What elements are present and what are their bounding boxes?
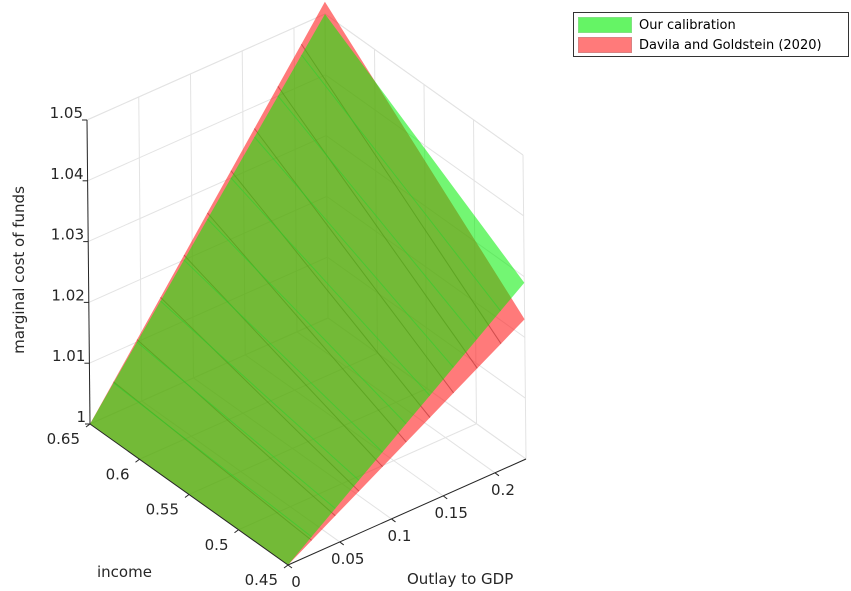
x-tick-label: 0.15: [435, 504, 468, 522]
x-axis-label: Outlay to GDP: [407, 570, 513, 588]
surface-our-calibration: [90, 14, 525, 565]
y-tick-mark: [135, 458, 140, 463]
y-tick-label: 0.65: [47, 430, 80, 448]
mesh-line: [207, 218, 407, 425]
x-tick-mark: [391, 518, 396, 523]
grid-line: [522, 154, 527, 460]
mesh-line: [301, 54, 501, 312]
x-tick-mark: [339, 541, 345, 546]
z-tick-label: 1.05: [50, 104, 83, 122]
mesh-line: [277, 95, 478, 340]
mesh-line: [113, 382, 312, 538]
y-tick-label: 0.45: [245, 571, 278, 589]
z-axis-line: [86, 119, 91, 425]
x-tick-label: 0: [291, 573, 301, 591]
mesh-line: [230, 177, 431, 396]
x-tick-label: 0.1: [388, 527, 412, 545]
x-tick-label: 0.2: [491, 481, 515, 499]
z-axis-label: marginal cost of funds: [10, 186, 28, 354]
y-tick-label: 0.6: [106, 465, 130, 483]
z-tick-label: 1.01: [52, 347, 85, 365]
z-tick-label: 1: [76, 408, 86, 426]
y-tick-mark: [234, 529, 239, 534]
y-tick-mark: [184, 494, 190, 498]
surface-fill: [90, 14, 525, 565]
mesh-line: [254, 136, 454, 368]
legend: Our calibration Davila and Goldstein (20…: [573, 12, 849, 57]
z-tick-label: 1.03: [51, 226, 84, 244]
y-tick-label: 0.5: [205, 536, 229, 554]
surface-layer: [90, 1, 525, 566]
legend-swatch-our-calibration: [578, 17, 632, 33]
legend-item-our-calibration: Our calibration: [578, 15, 736, 35]
axis-layer: 0 0.05 0.1 0.15 0.2 0.45 0.5 0.55 0.6 0.65 1 1.01 1.…: [47, 104, 527, 591]
mesh-line: [136, 341, 336, 509]
legend-item-davila-goldstein: Davila and Goldstein (2020): [578, 35, 822, 55]
x-tick-label: 0.05: [331, 550, 364, 568]
x-axis-line: [287, 458, 527, 566]
x-tick-mark: [442, 495, 448, 500]
x-tick-mark: [494, 472, 500, 477]
x-tick-mark: [287, 564, 293, 569]
z-tick-label: 1.02: [51, 286, 84, 304]
y-tick-mark: [283, 564, 289, 569]
z-tick-label: 1.04: [50, 165, 83, 183]
legend-swatch-davila-goldstein: [578, 37, 632, 53]
y-axis-label: income: [97, 563, 152, 581]
legend-label-our-calibration: Our calibration: [639, 17, 736, 33]
y-tick-label: 0.55: [146, 501, 179, 519]
mesh-line: [183, 259, 383, 453]
mesh-line: [160, 300, 360, 481]
legend-label-davila-goldstein: Davila and Goldstein (2020): [639, 37, 822, 53]
